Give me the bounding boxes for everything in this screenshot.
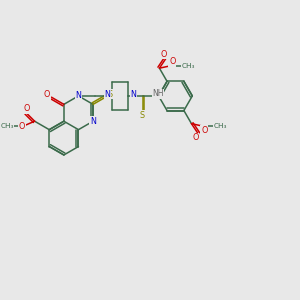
Text: N: N — [104, 90, 110, 99]
Text: O: O — [19, 122, 25, 131]
Text: O: O — [23, 104, 29, 113]
Text: O: O — [192, 133, 198, 142]
Text: N: N — [76, 92, 81, 100]
Text: N: N — [130, 90, 136, 99]
Text: S: S — [140, 111, 145, 120]
Text: N: N — [90, 117, 96, 126]
Text: S: S — [108, 90, 113, 99]
Text: CH₃: CH₃ — [182, 63, 195, 69]
Text: O: O — [160, 50, 166, 58]
Text: CH₃: CH₃ — [0, 123, 14, 129]
Text: O: O — [201, 126, 208, 135]
Text: O: O — [169, 57, 175, 66]
Text: CH₃: CH₃ — [214, 123, 227, 129]
Text: NH: NH — [152, 89, 164, 98]
Text: O: O — [44, 90, 50, 99]
